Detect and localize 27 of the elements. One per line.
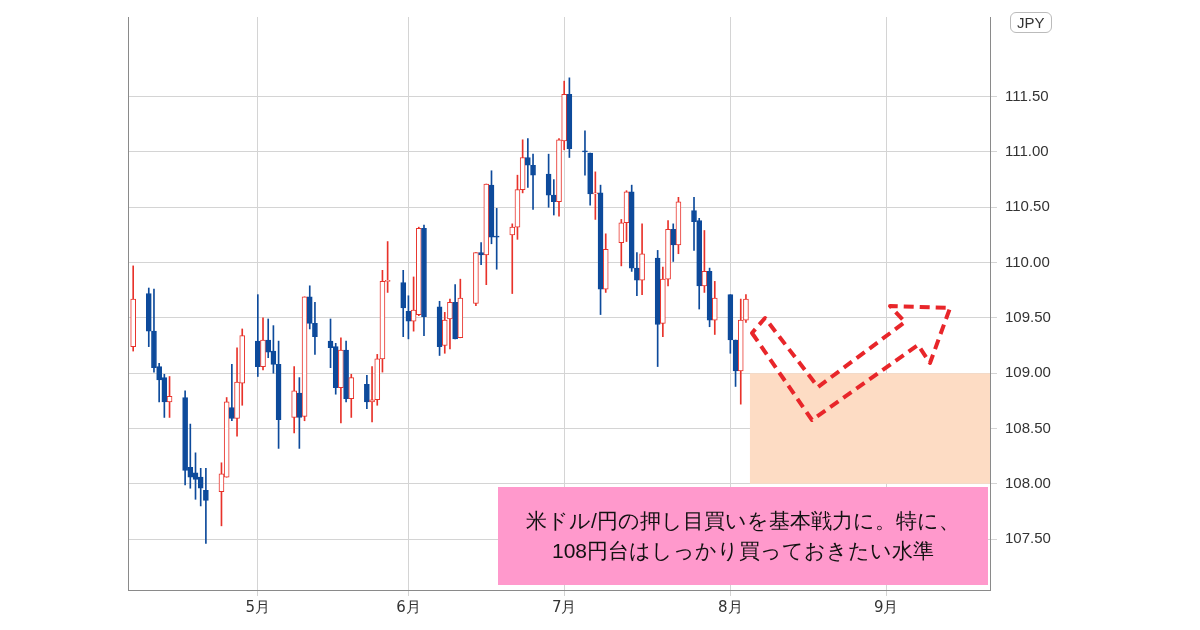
y-tick-label: 111.50 [1005,86,1049,104]
candlestick [530,153,536,210]
annotation: 米ドル/円の押し目買いを基本戦力に。特に、 [526,508,960,534]
candlestick [478,242,484,266]
candlestick [509,223,516,294]
x-tick-label: 8月 [718,597,743,616]
y-tick-label: 108.50 [1005,418,1051,436]
y-tick-label: 109.50 [1005,308,1051,326]
y-tick-label: 110.50 [1005,197,1050,215]
candlestick [369,366,375,423]
x-tick-label: 9月 [873,597,899,616]
candlestick [582,130,588,176]
candlestick [203,467,209,544]
y-tick-label: 109.00 [1005,363,1051,381]
y-tick-label: 110.00 [1005,252,1050,270]
candlestick [550,179,557,216]
x-tick-label: 7月 [551,597,577,616]
x-tick-label: 6月 [396,597,421,616]
candlestick [312,302,318,355]
candlestick [229,364,235,422]
y-tick-label: 107.50 [1005,529,1051,547]
candlestick [525,138,531,188]
annotation: 108円台はしっかり買っておきたい水準 [551,538,935,564]
x-tick-label: 5月 [245,597,271,616]
y-tick-label: 108.00 [1005,473,1051,491]
y-axis-title: JPY [1010,12,1052,33]
y-tick-label: 111.00 [1005,142,1049,160]
